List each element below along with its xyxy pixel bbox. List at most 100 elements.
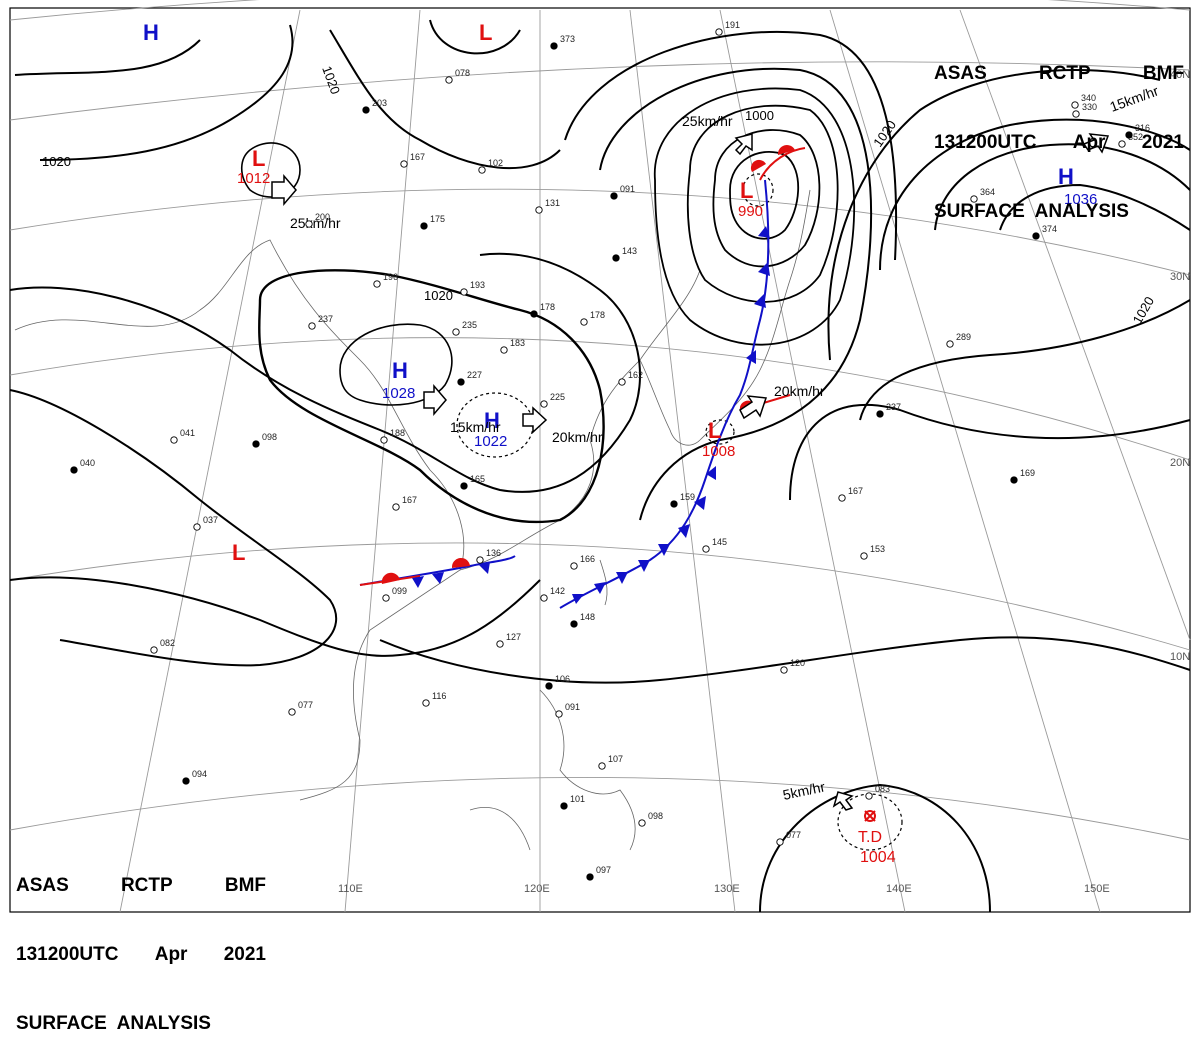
isobar	[9, 576, 541, 657]
station-marker	[702, 545, 710, 553]
station-marker	[252, 440, 260, 448]
station-marker	[946, 340, 954, 348]
motion-label: 15km/hr	[450, 419, 501, 435]
warm-front-semicircle	[451, 557, 470, 568]
lon-label: 140E	[886, 883, 912, 895]
front-triangle	[638, 560, 650, 572]
graticule	[9, 0, 1191, 913]
lat-line-10n	[9, 542, 1191, 651]
station-pressure: 175	[430, 214, 445, 224]
station-marker	[860, 552, 868, 560]
header-source: BMF	[224, 875, 266, 896]
low-pressure-value: 990	[738, 203, 763, 220]
isobar	[879, 118, 1191, 271]
lon-label: 150E	[1084, 883, 1110, 895]
station-marker	[570, 562, 578, 570]
station-pressure: 165	[470, 474, 485, 484]
station-pressure: 193	[470, 280, 485, 290]
station-pressure: 099	[392, 586, 407, 596]
coast-borneo	[469, 807, 531, 851]
station-pressure: 373	[560, 34, 575, 44]
station-marker	[476, 556, 484, 564]
station-marker	[598, 762, 606, 770]
station-marker	[1032, 232, 1040, 240]
warm-fronts	[359, 145, 806, 588]
station-pressure: 227	[467, 370, 482, 380]
header-center: RCTP	[1038, 63, 1091, 84]
station-pressure: 289	[956, 332, 971, 342]
front-triangle	[658, 544, 670, 556]
header-product: ASAS	[16, 875, 69, 896]
station-pressure: 225	[550, 392, 565, 402]
station-pressure: 098	[648, 811, 663, 821]
station-marker	[545, 682, 553, 690]
dashed-isobar	[742, 173, 774, 207]
station-marker	[305, 220, 313, 228]
lat-line-40n	[9, 61, 1191, 121]
isobar	[999, 183, 1191, 231]
station-pressure: 078	[455, 68, 470, 78]
coast-korea	[639, 359, 701, 446]
station-marker	[478, 166, 486, 174]
warm-front-semicircle	[777, 145, 795, 155]
station-pressure: 166	[580, 554, 595, 564]
station-pressure: 340	[1081, 93, 1096, 103]
station-pressure: 153	[870, 544, 885, 554]
front-triangle	[746, 350, 756, 364]
station-pressure: 167	[402, 495, 417, 505]
station-marker	[373, 280, 381, 288]
cold-front-line	[559, 179, 770, 609]
station-marker	[780, 666, 788, 674]
station-pressure: 159	[680, 492, 695, 502]
station-pressure: 142	[550, 586, 565, 596]
motion-label: 20km/hr	[552, 429, 603, 445]
station-pressure: 203	[372, 98, 387, 108]
isobar-label: 1020	[42, 154, 71, 169]
low-center-symbol: L	[740, 178, 753, 203]
station-marker	[586, 873, 594, 881]
station-pressure: 082	[160, 638, 175, 648]
isobar	[9, 389, 337, 667]
isobar	[827, 69, 1161, 361]
station-marker	[150, 646, 158, 654]
isobar	[712, 129, 821, 268]
station-marker	[618, 378, 626, 386]
station-pressure: 178	[540, 302, 555, 312]
station-marker	[540, 594, 548, 602]
warm-front-semicircle	[750, 159, 766, 172]
isobar	[934, 143, 1191, 231]
isobar	[14, 39, 201, 76]
front-triangle	[572, 594, 584, 604]
low-center-symbol: L	[479, 20, 492, 45]
station-marker	[496, 640, 504, 648]
tropical-depression-label: T.D	[858, 829, 882, 846]
station-pressure: 107	[608, 754, 623, 764]
station-marker	[550, 42, 558, 50]
high-pressure-value: 1036	[1064, 191, 1097, 208]
header-line-2: 131200UTC Apr 2021	[934, 131, 1184, 154]
station-pressure: 178	[590, 310, 605, 320]
station-pressure: 097	[596, 865, 611, 875]
lat-line-45n	[9, 0, 1191, 21]
header-month: Apr	[1072, 132, 1106, 153]
station-pressure: 200	[315, 212, 330, 222]
lat-label: 40N	[1170, 69, 1190, 81]
front-triangle	[694, 496, 706, 510]
isobar	[686, 104, 839, 303]
header-line-1: ASAS RCTP BMF	[934, 62, 1184, 85]
isobar	[39, 24, 294, 161]
pressure-center-values: 1012 1028 1022 990 1036 1008	[237, 170, 1097, 460]
isobar	[654, 87, 856, 346]
station-marker	[460, 288, 468, 296]
station-marker	[876, 410, 884, 418]
station-marker	[612, 254, 620, 262]
front-triangle	[678, 524, 690, 538]
lat-label: 30N	[1170, 271, 1190, 283]
station-pressure: 116	[432, 691, 446, 701]
isobar-label: 1020	[319, 64, 343, 96]
isobars	[9, 19, 1191, 913]
station-pressure: 136	[486, 548, 501, 558]
dashed-isobars	[456, 173, 903, 851]
station-pressure: 167	[848, 486, 863, 496]
motion-label: 25km/hr	[682, 113, 733, 129]
